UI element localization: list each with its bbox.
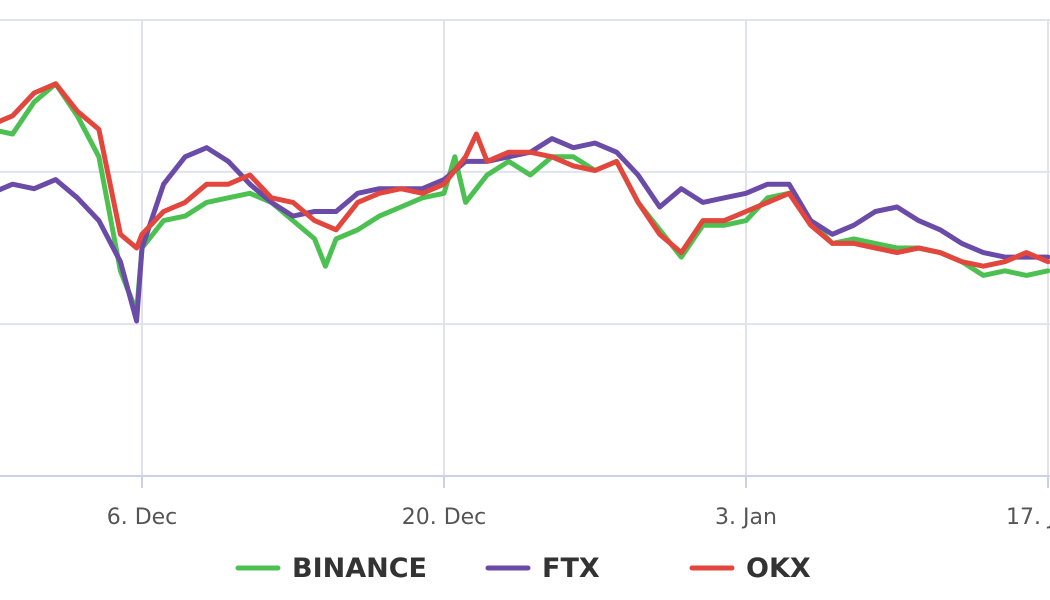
x-tick-label: 6. Dec	[107, 505, 178, 530]
legend-label: FTX	[542, 553, 600, 584]
series-line-binance	[0, 81, 1050, 315]
legend-item-okx[interactable]: OKX	[689, 553, 811, 584]
legend-label: BINANCE	[292, 553, 427, 584]
x-tick-label: 20. Dec	[402, 505, 487, 530]
x-tick-label: 3. Jan	[715, 505, 777, 530]
series-lines	[0, 81, 1050, 324]
x-axis-labels: 6. Dec 20. Dec 3. Jan 17. Jan	[107, 505, 1050, 530]
x-tick-label: 17. Jan	[1006, 505, 1050, 530]
x-axis-ticks	[141, 20, 1049, 488]
legend-item-binance[interactable]: BINANCE	[235, 553, 427, 584]
legend-label: OKX	[746, 553, 811, 584]
series-line-okx	[0, 81, 1050, 269]
legend-item-ftx[interactable]: FTX	[485, 553, 600, 584]
legend: BINANCE FTX OKX	[235, 553, 811, 584]
